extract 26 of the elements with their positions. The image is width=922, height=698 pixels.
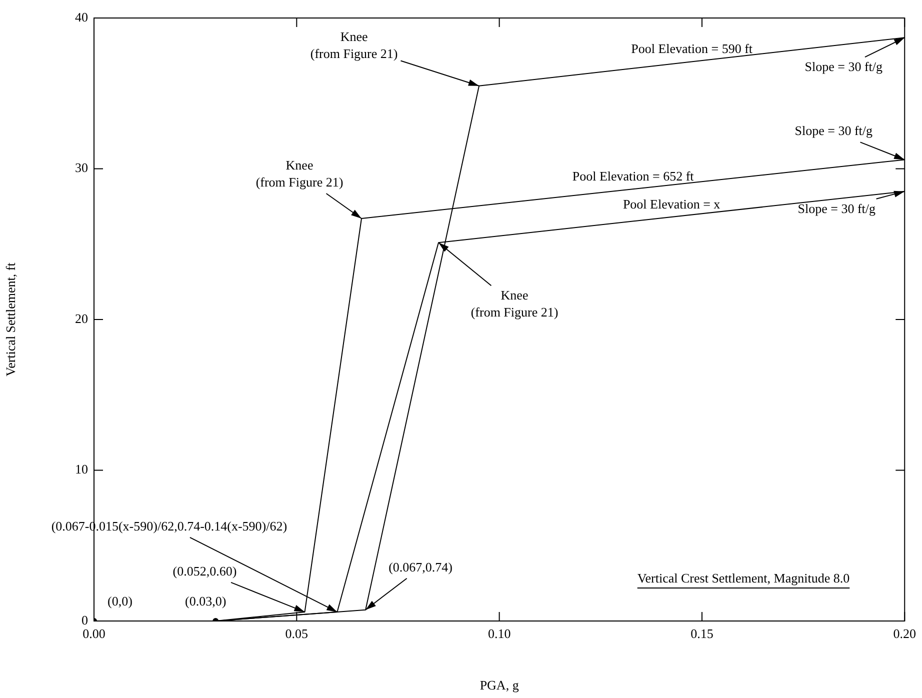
annotation: Knee (from Figure 21): [310, 28, 398, 61]
annotation: Slope = 30 ft/g: [794, 123, 873, 138]
x-tick-label: 0.15: [690, 626, 714, 642]
series-label: Pool Elevation = x: [622, 196, 721, 212]
legend-label: Pool Elevation = 590 ft: [631, 41, 753, 56]
annotation: Slope = 30 ft/g: [804, 59, 883, 74]
x-tick-label: 0.00: [82, 626, 106, 642]
x-tick-label: 0.10: [488, 626, 511, 642]
series-label: Pool Elevation = 652 ft: [572, 168, 694, 184]
annotation: (0.052,0.60): [172, 563, 237, 578]
annotation: Knee (from Figure 21): [256, 157, 344, 190]
y-axis-title: Vertical Settlement, ft: [3, 262, 18, 376]
x-tick-label: 0.05: [285, 626, 308, 642]
annotation: (0.03,0): [185, 593, 226, 608]
y-tick-label: 0: [82, 612, 88, 628]
x-axis-title: PGA, g: [480, 678, 520, 693]
y-tick-label: 20: [75, 310, 88, 326]
y-tick-label: 40: [75, 9, 88, 24]
annotation: (0.067,0.74): [388, 559, 453, 574]
annotation: (0,0): [108, 593, 132, 608]
annotation: Vertical Crest Settlement, Magnitude 8.0: [637, 570, 850, 586]
x-tick-label: 0.20: [893, 626, 916, 642]
y-tick-label: 10: [75, 462, 88, 477]
y-tick-label: 30: [75, 160, 88, 176]
annotation: Slope = 30 ft/g: [798, 200, 876, 216]
annotation: Knee (from Figure 21): [470, 288, 558, 320]
